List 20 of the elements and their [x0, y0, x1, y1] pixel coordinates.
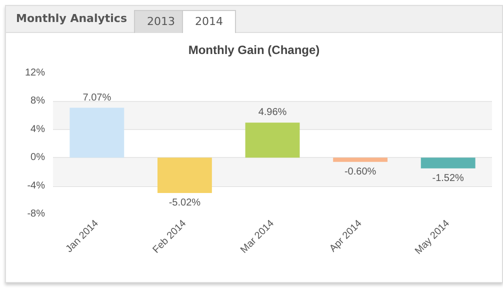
y-tick-label: -4% — [27, 180, 46, 192]
y-tick-label: 8% — [30, 96, 46, 107]
y-tick-label: 0% — [30, 152, 46, 164]
y-tick-label: 4% — [30, 124, 46, 135]
text: Monthly Analytics — [16, 11, 127, 27]
data-label: 7.07% — [82, 92, 112, 104]
bar — [420, 158, 476, 168]
data-label: -0.60% — [344, 166, 376, 178]
data-label: 4.96% — [258, 107, 287, 118]
y-tick-label: 12% — [24, 68, 46, 78]
text: 2013 — [134, 10, 188, 33]
data-label: -5.02% — [168, 197, 201, 208]
bar — [245, 122, 300, 158]
y-tick-label: -8% — [27, 208, 46, 220]
bar — [333, 158, 388, 162]
data-label: -1.52% — [432, 172, 464, 184]
text: 2014 — [182, 10, 236, 33]
bar — [157, 158, 212, 193]
bar — [70, 108, 124, 158]
chart-title: Monthly Gain (Change) — [188, 43, 320, 57]
